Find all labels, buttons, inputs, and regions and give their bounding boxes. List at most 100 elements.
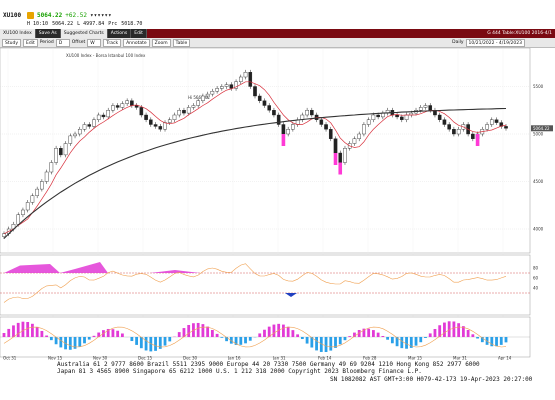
histogram-bar [163,337,167,346]
candle-body [73,133,77,137]
histogram-bar [83,337,86,344]
sparkline-icon: ▾▾▾▾▾▾ [89,12,112,19]
candle-body [234,81,238,89]
histogram-bar [244,337,247,344]
bloomberg-logo-icon [27,12,34,19]
histogram-bar [7,328,11,337]
histogram-bar [168,337,172,342]
histogram-bar [476,337,479,339]
period-select[interactable]: D [55,38,70,47]
candle-body [210,91,215,95]
date-range-field[interactable]: 10/21/2022 - 4/19/2023 [465,38,525,47]
candle-body [395,114,399,118]
edit-button[interactable]: Edit [23,38,38,47]
candle-body [144,114,148,120]
histogram-bar [452,321,456,337]
histogram-bar [461,326,465,337]
osc-oversold-fill [285,293,297,297]
candle-body [376,114,380,118]
x-tick-label: Nov 30 [93,356,108,361]
candle-body [238,76,243,82]
histogram-bar [329,337,333,351]
candle-body [257,95,262,101]
histogram-bar [495,337,498,347]
histogram-bar [12,325,15,337]
candle-body [485,124,489,130]
histogram-bar [291,330,295,337]
candle-body [111,105,115,111]
x-tick-label: Dec 30 [183,356,198,361]
osc-tick-label: 80 [533,266,539,271]
zoom-button[interactable]: Zoom [151,38,171,47]
quote-low: L 4997.84 [77,21,105,27]
candle-body [442,119,447,125]
candle-body [362,124,366,135]
candle-body [21,209,25,215]
candle-body [40,181,44,190]
osc-tick-label: 60 [533,276,539,281]
histogram-bar [300,337,304,340]
suggested-charts-menu[interactable]: Suggested Charts [60,29,108,38]
histogram-bar [305,337,309,344]
candle-body [319,119,324,125]
candle-body [163,122,167,130]
candle-body [243,72,248,78]
histogram-bar [386,337,390,340]
candle-body [276,114,281,125]
highlight-candle [333,153,338,165]
candle-body [68,135,73,144]
footer-line-2: Japan 81 3 4565 8900 Singapore 65 6212 1… [57,368,422,375]
histogram-bar [376,332,380,337]
histogram-bar [210,329,214,337]
slow-moving-average-line [3,107,507,239]
histogram-bar [31,323,34,337]
high-label: Hi 5664.62 [188,95,210,100]
histogram-bar [215,333,219,337]
histogram-bar [45,335,49,337]
x-tick-label: Jan 31 [272,356,286,361]
candle-body [49,162,54,173]
candle-body [139,107,144,116]
histogram-bar [68,337,72,350]
histogram-bar [54,337,58,345]
offset-select[interactable]: W [87,38,102,47]
edit-menu[interactable]: Edit [131,29,147,38]
x-tick-label: Apr 14 [498,356,512,361]
histogram-bar [229,337,233,344]
security-field[interactable]: XU100 Index [0,29,36,38]
candle-body [54,148,58,163]
ticker-symbol: XU100 [3,12,22,19]
candle-body [494,119,499,123]
table-button[interactable]: Table [172,38,191,47]
study-button[interactable]: Study [2,38,21,47]
offset-label: Offset [71,40,86,45]
track-button[interactable]: Track [103,38,122,47]
price-chart-svg[interactable]: XU100 Index - Borsa Istanbul 100 Index H… [0,48,555,360]
candle-body [352,138,357,144]
quote-time: H 10:10 [27,21,49,27]
candle-body [130,100,134,106]
candle-body [16,214,21,225]
histogram-bar [499,337,503,345]
candle-body [167,119,172,123]
histogram-bar [447,321,451,337]
actions-menu[interactable]: Actions [107,29,132,38]
histogram-bar [149,337,153,352]
candle-body [333,138,338,154]
histogram-bar [390,337,394,344]
save-as-button[interactable]: Save As [35,29,61,38]
candle-body [229,84,234,89]
histogram-bar [16,322,20,337]
chart-area[interactable]: XU100 Index - Borsa Istanbul 100 Index H… [0,48,555,360]
annotate-button[interactable]: Annotate [123,38,150,47]
histogram-bar [120,333,124,337]
menubar-info: G 444 Table:XU100 2016-4/1 [487,31,552,36]
quote-high: 5064.22 [52,21,74,27]
candle-body [291,124,295,130]
histogram-bar [310,337,314,348]
period-label: Period [39,40,54,45]
histogram-bar [457,323,461,337]
candle-body [106,110,110,118]
histogram-bar [282,324,285,337]
candle-body [253,86,257,97]
